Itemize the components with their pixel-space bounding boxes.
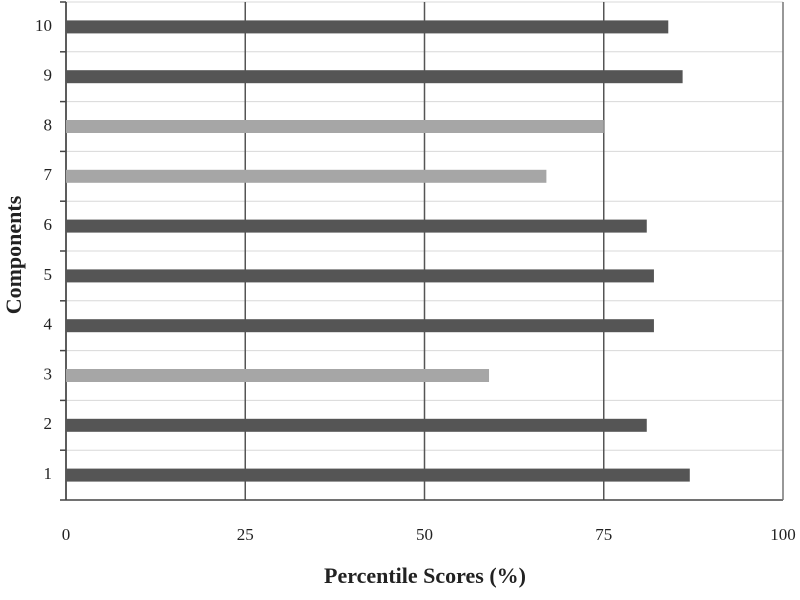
bar [66,369,490,382]
bar [66,169,547,183]
y-tick-label: 10 [35,16,52,35]
bar [66,20,669,34]
y-axis-label: Components [1,195,26,314]
y-tick-label: 1 [44,464,53,483]
y-tick-label: 7 [44,165,53,184]
y-tick-label: 8 [44,115,53,134]
y-tick-label: 3 [44,364,53,383]
y-tick-label: 5 [44,265,53,284]
y-tick-label: 9 [44,66,53,85]
x-tick-label: 50 [416,525,433,544]
x-tick-label: 100 [770,525,796,544]
x-tick-label: 0 [62,525,71,544]
bar [66,418,647,432]
bar [66,468,690,482]
y-tick-label: 4 [44,315,53,334]
bar [66,120,604,133]
x-tick-label: 25 [237,525,254,544]
y-tick-label: 2 [44,414,53,433]
x-axis-label: Percentile Scores (%) [324,563,526,588]
bar [66,70,683,84]
bar [66,319,654,333]
bar [66,269,654,283]
x-tick-label: 75 [595,525,612,544]
y-tick-label: 6 [44,215,53,234]
bar [66,219,647,233]
